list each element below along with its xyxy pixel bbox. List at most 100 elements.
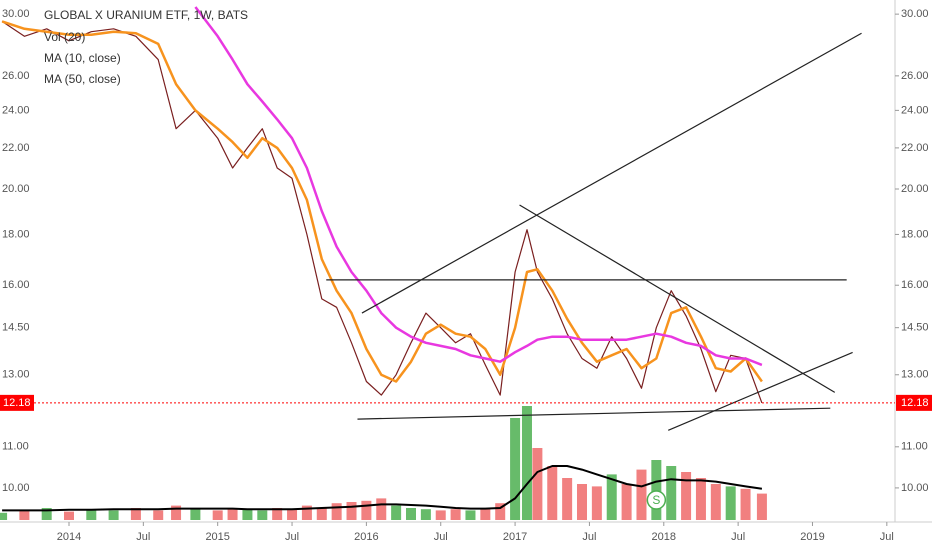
volume-bar [651, 460, 662, 520]
y-tick-label: 14.50 [901, 322, 929, 334]
volume-bar [86, 509, 97, 520]
volume-ma [2, 465, 763, 512]
y-tick-label: 24.00 [901, 104, 929, 116]
volume-bar [521, 406, 532, 520]
volume-bar [695, 478, 706, 520]
volume-bar [41, 508, 52, 520]
x-tick-label: 2019 [800, 531, 824, 543]
volume-bar [0, 512, 8, 520]
volume-bar [301, 505, 312, 520]
volume-bar [710, 484, 721, 520]
volume-bar [346, 502, 357, 520]
volume-bar [391, 505, 402, 520]
volume-bar [725, 486, 736, 520]
indicator-label: MA (50, close) [44, 72, 121, 86]
moving-average [194, 6, 763, 367]
trendline [357, 407, 831, 420]
volume-bar [272, 508, 283, 520]
plot: 10.00 10.00 11.00 11.00 13.00 13.00 14.50 14.50… [0, 6, 932, 543]
volume-bar [130, 508, 141, 520]
volume-bar [681, 472, 692, 520]
volume-bar [171, 505, 182, 520]
signal-marker-label: S [652, 493, 660, 507]
y-tick-label: 16.00 [901, 279, 929, 291]
volume-bar [257, 510, 268, 520]
volume-bar [480, 508, 491, 520]
volume-bar [562, 478, 573, 520]
y-tick-label: 11.00 [901, 441, 928, 453]
volume-bar [212, 510, 223, 520]
y-tick-label-left: 13.00 [2, 369, 30, 381]
volume-bar [287, 509, 298, 520]
y-tick-label-left: 22.00 [2, 142, 30, 154]
volume-bar [666, 466, 677, 520]
volume-bar [435, 510, 446, 520]
volume-bar [621, 484, 632, 520]
y-tick-label-left: 30.00 [2, 8, 30, 20]
volume-bar [450, 509, 461, 520]
y-tick-label-left: 14.50 [2, 322, 30, 334]
x-tick-label: Jul [285, 531, 299, 543]
y-tick-label-left: 16.00 [2, 279, 30, 291]
volume-bar [756, 493, 767, 520]
trendline [519, 204, 836, 393]
volume-bar [108, 510, 119, 520]
volume-bar [405, 508, 416, 520]
y-tick-label-left: 18.00 [2, 228, 30, 240]
volume-bar [591, 486, 602, 520]
volume-bar [63, 511, 74, 520]
volume-bar [606, 474, 617, 520]
volume-bar [316, 508, 327, 520]
volume-bar [547, 466, 558, 520]
volume-bar [153, 510, 164, 520]
volume-bar [190, 509, 201, 520]
volume-bar [532, 448, 543, 520]
x-tick-label: Jul [136, 531, 150, 543]
y-tick-label: 22.00 [901, 142, 929, 154]
volume-bar [740, 488, 751, 520]
x-tick-label: 2018 [652, 531, 676, 543]
y-tick-label: 20.00 [901, 183, 929, 195]
moving-average [1, 20, 763, 383]
volume-bar [510, 418, 521, 520]
x-tick-label: Jul [434, 531, 448, 543]
x-tick-label: 2014 [57, 531, 81, 543]
indicator-label: MA (10, close) [44, 51, 121, 65]
x-tick-label: Jul [582, 531, 596, 543]
x-tick-label: 2016 [354, 531, 378, 543]
last-price-label: 12.18 [901, 397, 929, 409]
last-price-label-left: 12.18 [3, 397, 31, 409]
trendline [668, 351, 853, 431]
x-tick-label: Jul [880, 531, 894, 543]
y-tick-label: 26.00 [901, 70, 929, 82]
y-tick-label: 30.00 [901, 8, 929, 20]
x-tick-label: Jul [731, 531, 745, 543]
y-tick-label: 18.00 [901, 228, 929, 240]
volume-bar [361, 500, 372, 520]
last-price-tag-left [0, 394, 34, 411]
y-tick-label-left: 24.00 [2, 104, 30, 116]
indicator-label: Vol (20) [44, 30, 85, 44]
volume-bar [331, 503, 342, 520]
volume-bar [495, 503, 506, 520]
last-price-tag [896, 394, 932, 411]
volume-bar [636, 469, 647, 520]
volume-bar [376, 498, 387, 520]
y-tick-label-left: 20.00 [2, 183, 30, 195]
volume-bar [576, 484, 587, 520]
volume-bar [465, 510, 476, 520]
y-tick-label: 13.00 [901, 369, 929, 381]
volume-bar [242, 509, 253, 520]
y-tick-label-left: 10.00 [2, 482, 30, 494]
y-tick-label-left: 11.00 [2, 441, 29, 453]
volume-bar [227, 508, 238, 520]
y-tick-label-left: 26.00 [2, 70, 30, 82]
y-tick-label: 10.00 [901, 482, 929, 494]
chart-title: GLOBAL X URANIUM ETF, 1W, BATS [44, 8, 248, 22]
x-tick-label: 2015 [205, 531, 229, 543]
volume-bar [420, 509, 431, 520]
signal-marker [646, 490, 667, 510]
volume-bar [19, 510, 30, 520]
